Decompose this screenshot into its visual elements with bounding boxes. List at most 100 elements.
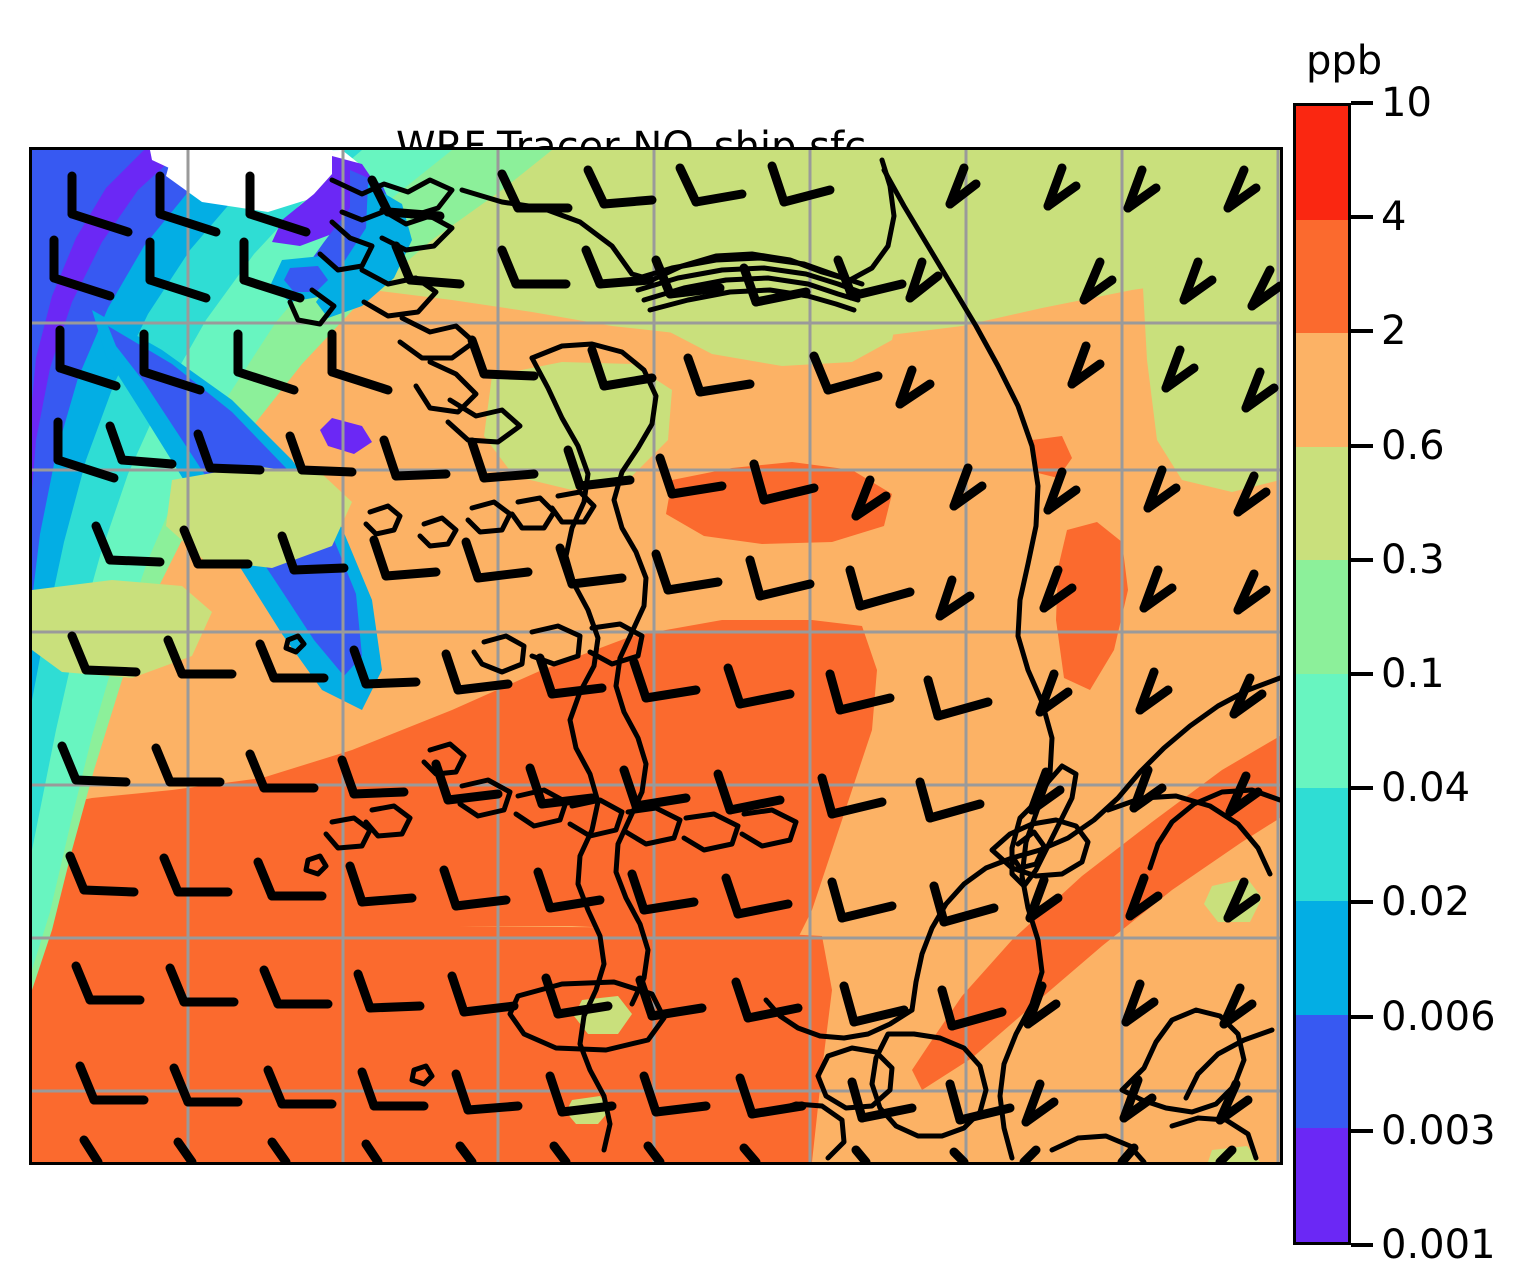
colorbar-tick-label-3: 0.6	[1381, 422, 1445, 469]
region-cyan-filament	[316, 184, 412, 318]
wind-barb	[455, 1141, 477, 1162]
wind-barb	[825, 669, 895, 715]
wind-barb	[1219, 983, 1257, 1029]
wind-barb	[1225, 771, 1263, 817]
wind-barb	[277, 531, 349, 575]
wind-barb	[497, 169, 573, 213]
wind-barb	[239, 237, 305, 303]
wind-barb	[55, 325, 121, 391]
wind-barb	[337, 755, 409, 799]
wind-barb	[75, 1061, 149, 1105]
wind-barb	[739, 263, 811, 307]
wind-barb	[1039, 565, 1077, 613]
wind-barb	[361, 1139, 383, 1162]
wind-barb	[1233, 569, 1271, 615]
wind-barb	[253, 857, 327, 901]
wind-barb	[639, 1071, 711, 1117]
wind-barb	[723, 663, 795, 709]
wind-barb	[721, 873, 793, 919]
wind-barb	[151, 743, 225, 787]
colorbar-tick-label-8: 0.006	[1381, 993, 1496, 1040]
wind-barb	[67, 171, 133, 237]
wind-barb	[163, 635, 237, 679]
wind-barb	[683, 353, 755, 397]
wind-barb	[1027, 767, 1065, 815]
wind-barb	[79, 1135, 103, 1162]
wind-barb	[767, 161, 835, 207]
wind-barb	[57, 741, 131, 787]
wind-barb	[467, 335, 539, 381]
colorbar-tick-5	[1351, 672, 1373, 676]
wind-barb	[349, 645, 421, 689]
wind-barb	[1143, 465, 1181, 513]
map-canvas	[32, 150, 1280, 1162]
wind-barb	[915, 777, 985, 823]
wind-barb	[447, 971, 519, 1017]
colorbar-tick-label-1: 4	[1381, 194, 1407, 241]
colorbar-band-1	[1296, 219, 1348, 334]
region-south-plume	[32, 926, 832, 1162]
wind-barb	[467, 437, 539, 483]
colorbar-tick-1	[1351, 215, 1373, 220]
region-nw-blue-inner	[32, 150, 144, 400]
wind-barb	[745, 555, 815, 601]
wind-barb	[749, 459, 819, 505]
wind-barb	[1161, 345, 1199, 393]
wind-barb	[165, 963, 239, 1007]
colorbar-tick-label-6: 0.04	[1381, 765, 1471, 812]
wind-barb	[1035, 669, 1073, 717]
wind-barb	[541, 973, 613, 1019]
wind-barb	[285, 431, 357, 477]
wind-barb	[169, 1063, 243, 1107]
wind-barb	[193, 429, 265, 475]
colorbar[interactable]	[1293, 103, 1351, 1245]
region-midleft-yellowgreen	[484, 362, 672, 490]
wind-barb	[935, 575, 975, 621]
wind-barb	[1079, 257, 1117, 305]
wind-barb	[71, 961, 145, 1005]
wind-barb	[827, 877, 897, 923]
wind-barb	[731, 977, 803, 1023]
colorbar-band-6	[1296, 787, 1348, 902]
wind-barb	[1125, 873, 1163, 921]
colorbar-unit-label: ppb	[1306, 38, 1383, 84]
region-violet-core-spot	[320, 418, 372, 454]
wind-barb	[583, 165, 657, 209]
wind-barb	[345, 861, 417, 907]
region-southeast-plume	[912, 736, 1280, 1090]
wind-barb	[1215, 1079, 1253, 1125]
wind-barb	[1233, 471, 1271, 517]
wind-barb	[1247, 265, 1280, 311]
colorbar-band-2	[1296, 333, 1348, 447]
colorbar-tick-10	[1351, 1243, 1373, 1247]
colorbar-tick-4	[1351, 557, 1373, 562]
wind-barb	[1129, 765, 1167, 813]
wind-barb	[651, 549, 723, 595]
colorbar-tick-label-7: 0.02	[1381, 879, 1471, 926]
wind-barb	[629, 657, 701, 703]
colorbar-tick-label-10: 0.001	[1381, 1222, 1496, 1268]
wind-barb	[391, 241, 465, 289]
region-northeast-yellowgreen	[1142, 246, 1280, 492]
wind-barb	[267, 1137, 291, 1162]
wind-barb	[1135, 667, 1173, 715]
wind-barb	[627, 869, 699, 915]
wind-barb	[1121, 979, 1159, 1027]
wind-barb	[549, 1141, 571, 1162]
colorbar-tick-6	[1351, 786, 1373, 791]
wind-barb	[441, 649, 513, 695]
wind-barb	[1119, 1075, 1157, 1123]
wind-barb	[555, 543, 627, 589]
wind-barb	[353, 969, 425, 1013]
wind-barb	[105, 421, 177, 469]
wind-barb	[65, 851, 139, 897]
wind-barb	[1223, 165, 1261, 213]
wind-barb	[937, 985, 1007, 1031]
wind-barb	[635, 975, 707, 1021]
colorbar-band-9	[1296, 1128, 1348, 1242]
wind-barb	[949, 1147, 969, 1162]
wind-barb	[713, 769, 785, 815]
wind-barb	[1043, 467, 1081, 515]
colorbar-tick-label-9: 0.003	[1381, 1107, 1496, 1154]
map-plot-area	[29, 147, 1283, 1165]
